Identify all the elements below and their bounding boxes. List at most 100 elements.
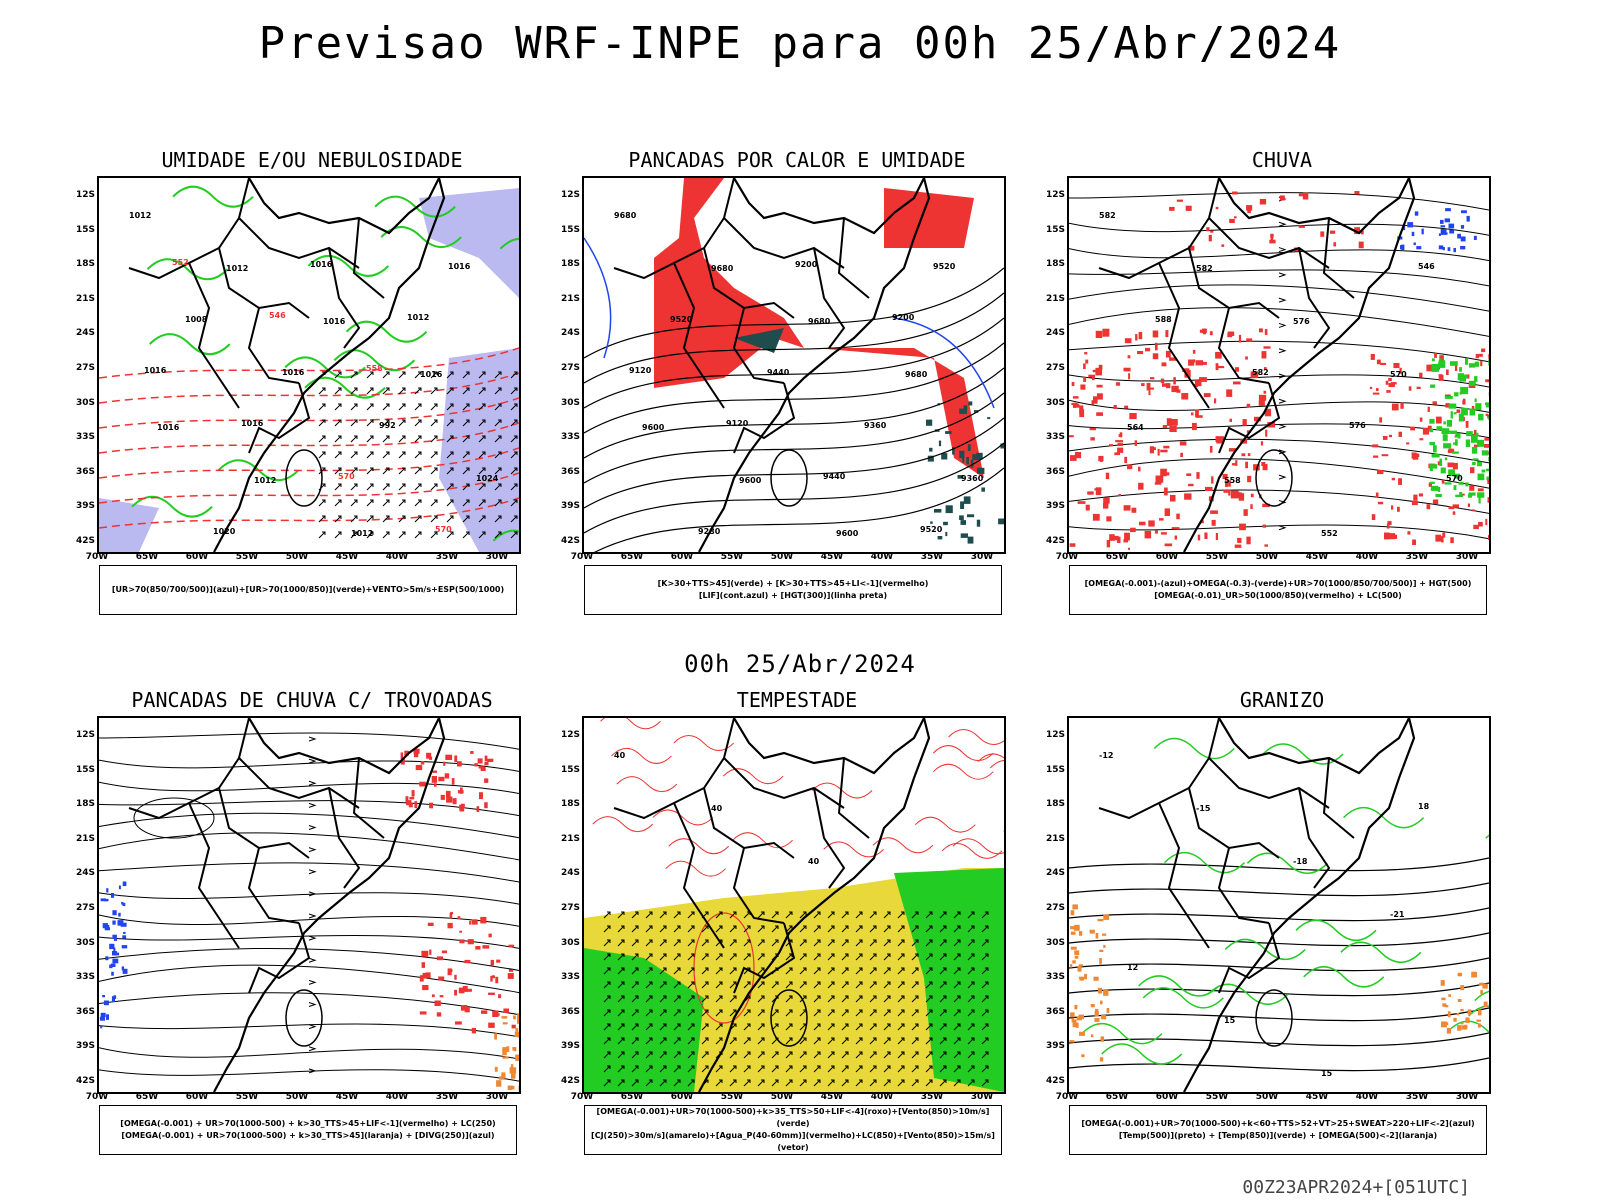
lat-tick-label: 15S (1045, 224, 1065, 235)
panel-legend: [OMEGA(-0.001)+UR>70(1000-500)+k<60+TTS>… (1069, 1105, 1487, 1155)
contour-label: 9440 (823, 472, 846, 481)
lon-tick-label: 40W (870, 1092, 894, 1102)
lat-tick-label: 12S (1045, 190, 1065, 200)
lat-tick-label: 15S (560, 764, 580, 775)
contour-label: 1016 (323, 317, 346, 326)
lon-tick-label: 55W (720, 552, 744, 562)
contour-label: 1016 (157, 423, 180, 432)
lat-tick-label: 27S (1045, 903, 1065, 913)
lat-tick-label: 39S (1045, 501, 1065, 512)
contour-label: 1012 (351, 529, 373, 538)
lon-tick-label: 45W (820, 552, 844, 562)
map-canvas (99, 718, 519, 1092)
contour-label: 9280 (698, 527, 721, 536)
legend-line: [LIF](cont.azul) + [HGT(300)](linha pret… (698, 591, 888, 600)
rain-panel: CHUVA 12S 15S 18S 21S 24S 27S 30S 33S 36S 39S 42S 70… (1037, 148, 1527, 638)
contour-label: 1012 (129, 211, 151, 220)
lat-tick-label: 21S (1045, 833, 1065, 844)
lat-tick-label: 24S (1045, 328, 1065, 339)
lat-tick-label: 15S (75, 224, 95, 235)
contour-label: 570 (435, 525, 452, 534)
lon-tick-label: 60W (185, 552, 209, 562)
contour-label: 9120 (629, 366, 652, 375)
lon-tick-label: 50W (1255, 1092, 1279, 1102)
contour-label: 9680 (711, 264, 734, 273)
panel-legend: [OMEGA(-0.001) + UR>70(1000-500) + k>30_… (99, 1105, 517, 1155)
contour-label: 9520 (920, 525, 943, 534)
lon-tick-label: 70W (570, 1092, 594, 1102)
contour-label: 570 (338, 472, 355, 481)
contour-label: 558 (1224, 476, 1241, 485)
lat-tick-label: 33S (75, 432, 95, 443)
weather-map: -12 -15 -18 -21 12 15 15 18 (1067, 716, 1491, 1094)
lat-tick-label: 42S (75, 536, 95, 546)
lat-tick-label: 24S (75, 328, 95, 339)
contour-label: 1012 (407, 313, 429, 322)
lat-tick-label: 24S (560, 868, 580, 879)
lon-tick-label: 45W (1305, 1092, 1329, 1102)
contour-label: 40 (614, 751, 626, 760)
lat-tick-label: 39S (560, 1041, 580, 1052)
lon-tick-label: 55W (235, 1092, 259, 1102)
contour-label: 1016 (310, 260, 333, 269)
panel-title: GRANIZO (1239, 688, 1325, 712)
lat-tick-label: 42S (1045, 536, 1065, 546)
contour-label: 9680 (808, 317, 831, 326)
lat-tick-label: 12S (75, 190, 95, 200)
main-title: Previsao WRF-INPE para 00h 25/Abr/2024 (258, 18, 1342, 69)
lon-tick-label: 55W (1205, 1092, 1229, 1102)
contour-label: 552 (1321, 529, 1338, 538)
lon-tick-label: 35W (435, 1092, 459, 1102)
contour-label: 9360 (864, 421, 887, 430)
contour-label: 9600 (739, 476, 762, 485)
contour-label: 15 (1321, 1069, 1333, 1078)
contour-label: 40 (711, 804, 723, 813)
contour-label: 570 (1446, 474, 1463, 483)
panel-legend: [K>30+TTS>45](verde) + [K>30+TTS>45+LI<-… (584, 565, 1002, 615)
lon-tick-label: 60W (1155, 1092, 1179, 1102)
lon-tick-label: 50W (1255, 552, 1279, 562)
lat-tick-label: 30S (1045, 397, 1065, 408)
contour-label: -15 (1196, 804, 1211, 813)
lon-tick-label: 60W (670, 1092, 694, 1102)
lon-tick-label: 50W (285, 1092, 309, 1102)
lat-tick-label: 27S (560, 903, 580, 913)
lat-tick-label: 18S (1045, 259, 1065, 270)
weather-map (97, 716, 521, 1094)
contour-label: 1020 (213, 527, 236, 536)
weather-map: 9680 9680 9680 9680 9600 9600 9600 9520 9520 9440… (582, 176, 1006, 554)
contour-label: 9120 (726, 419, 749, 428)
lon-tick-label: 40W (870, 552, 894, 562)
lat-tick-label: 27S (1045, 363, 1065, 373)
contour-label: 40 (808, 857, 820, 866)
lon-tick-label: 65W (620, 552, 644, 562)
lat-tick-label: 18S (75, 799, 95, 810)
contour-label: 9440 (767, 368, 790, 377)
lon-tick-label: 45W (820, 1092, 844, 1102)
map-canvas: -12 -15 -18 -21 12 15 15 18 (1069, 718, 1489, 1092)
contour-label: 1016 (144, 366, 167, 375)
lat-tick-label: 30S (560, 397, 580, 408)
contour-label: 1016 (420, 370, 443, 379)
lat-tick-label: 33S (560, 432, 580, 443)
contour-label: 15 (1224, 1016, 1236, 1025)
lon-tick-label: 70W (570, 552, 594, 562)
lon-tick-label: 45W (335, 552, 359, 562)
contour-label: 588 (1155, 315, 1172, 324)
contour-label: 582 (1252, 368, 1269, 377)
legend-line: [OMEGA(-0.001) + UR>70(1000-500) + k>30_… (121, 1131, 495, 1140)
panel-legend: [UR>70(850/700/500)](azul)+[UR>70(1000/8… (99, 565, 517, 615)
lat-tick-label: 18S (560, 259, 580, 270)
lon-tick-label: 60W (670, 552, 694, 562)
legend-line: [OMEGA(-0.001)+UR>70(1000-500)+k>35_TTS>… (596, 1107, 990, 1128)
map-canvas: 9680 9680 9680 9680 9600 9600 9600 9520 9520 9440… (584, 178, 1004, 552)
contour-label: 12 (1127, 963, 1138, 972)
legend-line: [K>30+TTS>45](verde) + [K>30+TTS>45+LI<-… (657, 579, 929, 588)
lon-tick-label: 40W (385, 552, 409, 562)
lat-tick-label: 30S (75, 937, 95, 948)
weather-map: 40 40 40 (582, 716, 1006, 1094)
lat-tick-label: 42S (560, 1076, 580, 1086)
lat-tick-label: 33S (1045, 972, 1065, 983)
lat-tick-label: 33S (560, 972, 580, 983)
contour-label: 582 (1196, 264, 1213, 273)
